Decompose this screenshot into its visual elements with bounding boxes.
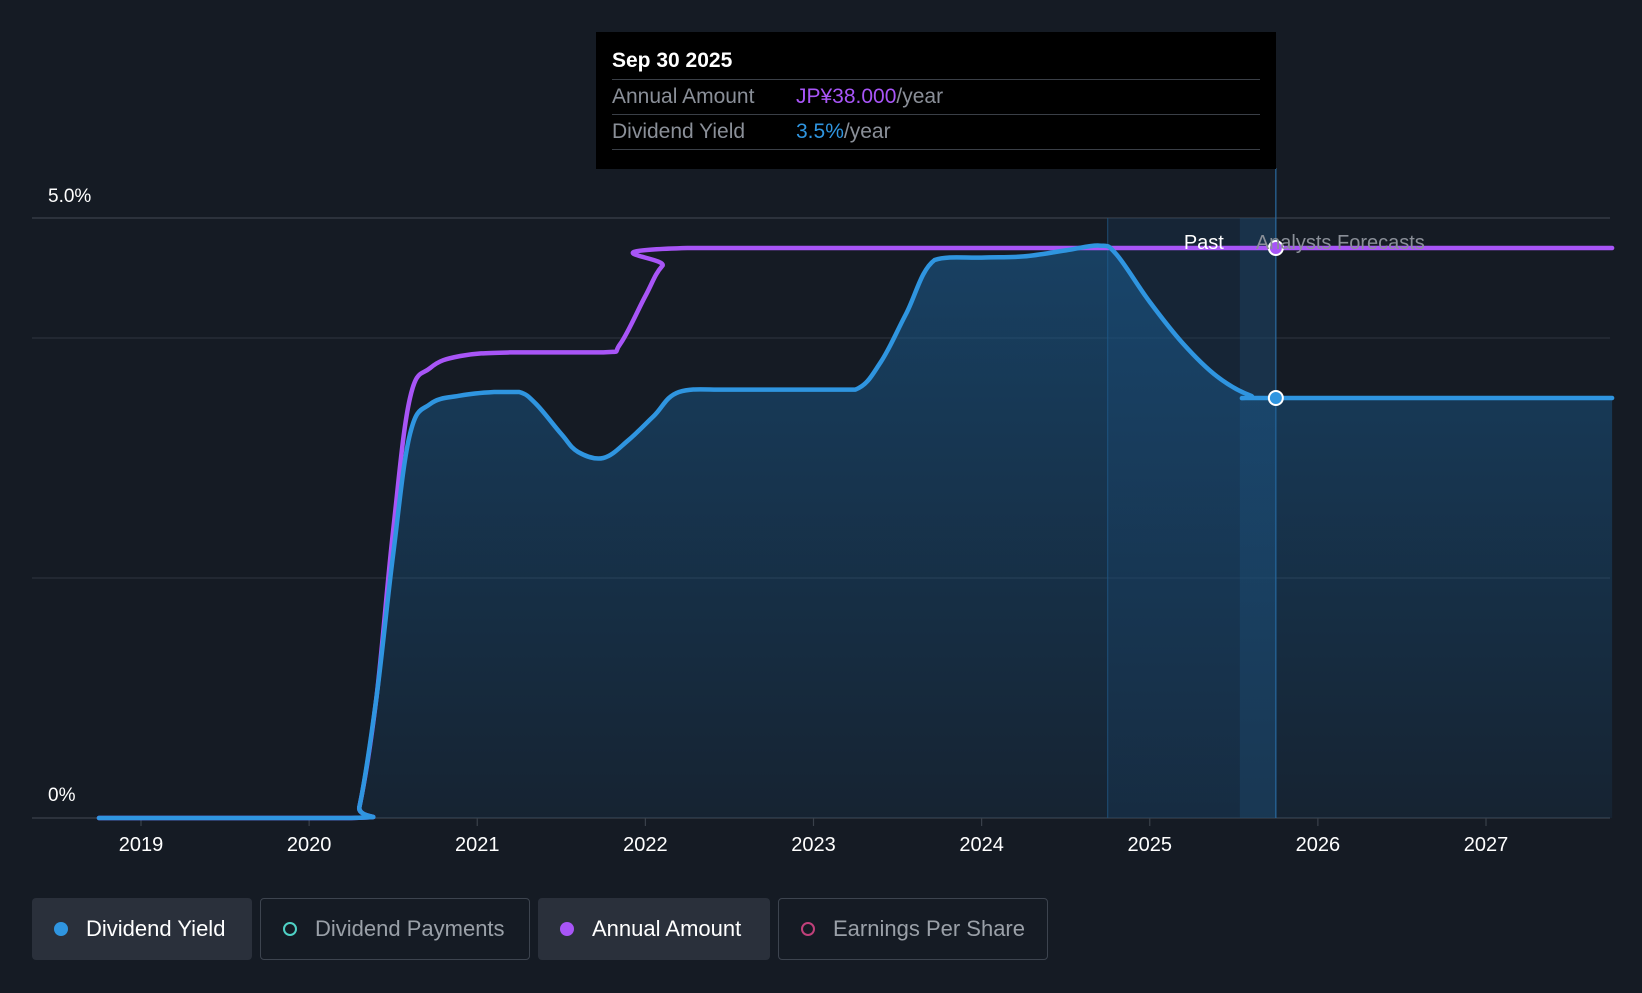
tooltip-dividend-yield-unit: /year <box>843 120 891 143</box>
tooltip-annual-amount-unit: /year <box>896 85 944 108</box>
x-tick-label-2020: 2020 <box>287 834 332 856</box>
tooltip-date: Sep 30 2025 <box>612 46 1260 80</box>
legend-dot-dividend-payments-icon <box>283 922 297 936</box>
x-tick-label-2019: 2019 <box>119 834 164 856</box>
chart-tooltip: Sep 30 2025 Annual Amount JP¥38.000 /yea… <box>596 32 1276 169</box>
y-axis-bottom-label: 0% <box>48 785 76 806</box>
x-tick-label-2025: 2025 <box>1128 834 1173 856</box>
legend-dot-earnings-per-share-icon <box>801 922 815 936</box>
y-axis-top-label: 5.0% <box>48 186 91 207</box>
past-label: Past <box>1184 232 1224 254</box>
x-tick-label-2021: 2021 <box>455 834 500 856</box>
legend-annual-amount[interactable]: Annual Amount <box>538 898 770 960</box>
dividend-yield-marker <box>1267 390 1284 406</box>
x-tick-label-2027: 2027 <box>1464 834 1509 856</box>
legend-label-earnings-per-share: Earnings Per Share <box>833 916 1025 941</box>
legend-dot-annual-amount-icon <box>560 922 574 936</box>
legend-label-dividend-yield: Dividend Yield <box>86 916 226 941</box>
x-tick-label-2022: 2022 <box>623 834 668 856</box>
tooltip-dividend-yield-label: Dividend Yield <box>612 120 746 143</box>
x-tick-label-2026: 2026 <box>1296 834 1341 856</box>
x-tick-label-2024: 2024 <box>959 834 1004 856</box>
x-tick-label-2023: 2023 <box>791 834 836 856</box>
forecast-label: Analysts Forecasts <box>1256 232 1425 254</box>
annual-amount-marker <box>1267 240 1284 256</box>
tooltip-annual-amount-value: JP¥38.000 <box>796 85 897 108</box>
legend-label-dividend-payments: Dividend Payments <box>315 916 505 941</box>
legend-dot-dividend-yield-icon <box>54 922 68 936</box>
legend-label-annual-amount: Annual Amount <box>592 916 742 941</box>
dividend-yield-area <box>99 245 1613 818</box>
tooltip-annual-amount-label: Annual Amount <box>612 85 755 108</box>
tooltip-row-annual-amount: Annual Amount JP¥38.000 /year <box>612 80 1260 115</box>
legend-dividend-payments[interactable]: Dividend Payments <box>260 898 530 960</box>
legend-dividend-yield[interactable]: Dividend Yield <box>32 898 252 960</box>
legend-earnings-per-share[interactable]: Earnings Per Share <box>778 898 1048 960</box>
tooltip-row-dividend-yield: Dividend Yield 3.5% /year <box>612 115 1260 150</box>
dividend-yield-line <box>96 243 1615 821</box>
tooltip-dividend-yield-value: 3.5% <box>796 120 844 143</box>
